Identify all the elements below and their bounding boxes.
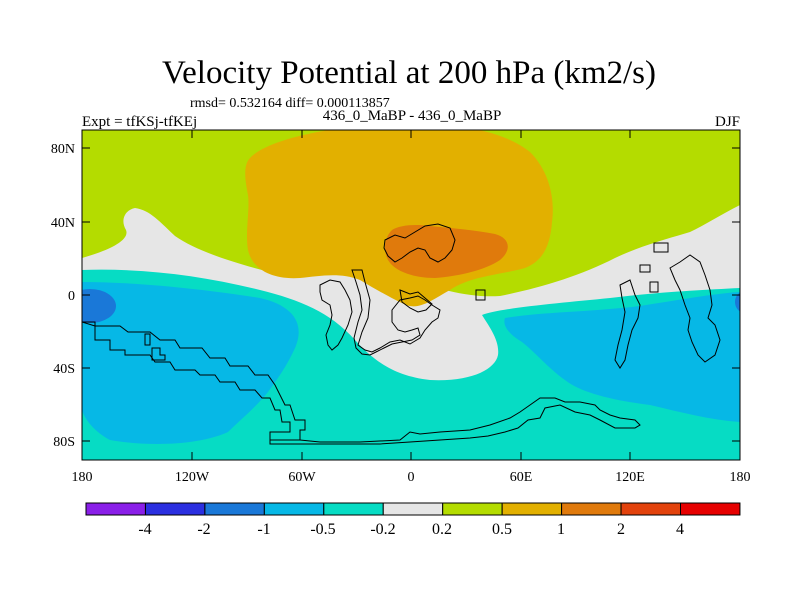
- figure-title: Velocity Potential at 200 hPa (km2/s): [162, 55, 656, 91]
- lon-tick-label: 120W: [175, 470, 210, 485]
- colorbar-label: 0.2: [432, 521, 452, 538]
- colorbar-label: 1: [557, 521, 565, 538]
- colorbar-box: [204, 502, 265, 516]
- colorbar-box: [263, 502, 325, 516]
- lat-tick-label: 40S: [53, 362, 75, 377]
- colorbar-label: -2: [197, 521, 210, 538]
- lon-tick-label: 180: [730, 470, 751, 485]
- lat-tick-label: 0: [68, 289, 75, 304]
- lat-tick-label: 80N: [51, 142, 75, 157]
- colorbar-label: 2: [617, 521, 625, 538]
- colorbar: -4 -2 -1 -0.5 -0.2 0.2 0.5 1 2 4: [85, 502, 741, 538]
- colorbar-box: [144, 502, 206, 516]
- colorbar-box: [323, 502, 384, 516]
- negative-west-region: [82, 282, 299, 444]
- colorbar-label: -1: [257, 521, 270, 538]
- lon-axis: 180 120W 60W 0 60E 120E 180: [72, 130, 751, 485]
- lon-tick-label: 120E: [615, 470, 645, 485]
- colorbar-label: -0.2: [370, 521, 395, 538]
- lat-axis: 80N 40N 0 40S 80S: [51, 142, 740, 450]
- colorbar-box: [501, 502, 563, 516]
- colorbar-box: [561, 502, 622, 516]
- lon-tick-label: 60W: [288, 470, 316, 485]
- colorbar-boxes: [85, 502, 741, 516]
- case-label: 436_0_MaBP - 436_0_MaBP: [323, 108, 502, 124]
- colorbar-label: -4: [138, 521, 151, 538]
- colorbar-label: -0.5: [310, 521, 335, 538]
- experiment-label: Expt = tfKSj-tfKEj: [82, 114, 197, 130]
- season-label: DJF: [715, 114, 740, 130]
- strong-negative-east-spot: [735, 292, 740, 312]
- colorbar-box: [620, 502, 681, 516]
- lon-tick-label: 180: [72, 470, 93, 485]
- lon-tick-label: 0: [408, 470, 415, 485]
- stats-label: rmsd= 0.532164 diff= 0.000113857: [190, 96, 390, 111]
- strong-negative-west-spot: [82, 289, 116, 323]
- colorbar-box: [382, 502, 444, 516]
- colorbar-box: [85, 502, 146, 516]
- colorbar-box: [442, 502, 503, 516]
- colorbar-box: [680, 502, 741, 516]
- map-plot-area: [82, 130, 740, 460]
- lon-tick-label: 60E: [510, 470, 533, 485]
- colorbar-label: 0.5: [492, 521, 512, 538]
- lat-tick-label: 80S: [53, 435, 75, 450]
- coastlines: [82, 223, 721, 445]
- positive-max-region: [384, 225, 508, 278]
- colorbar-label: 4: [676, 521, 684, 538]
- negative-east-region: [504, 292, 740, 422]
- lat-tick-label: 40N: [51, 216, 75, 231]
